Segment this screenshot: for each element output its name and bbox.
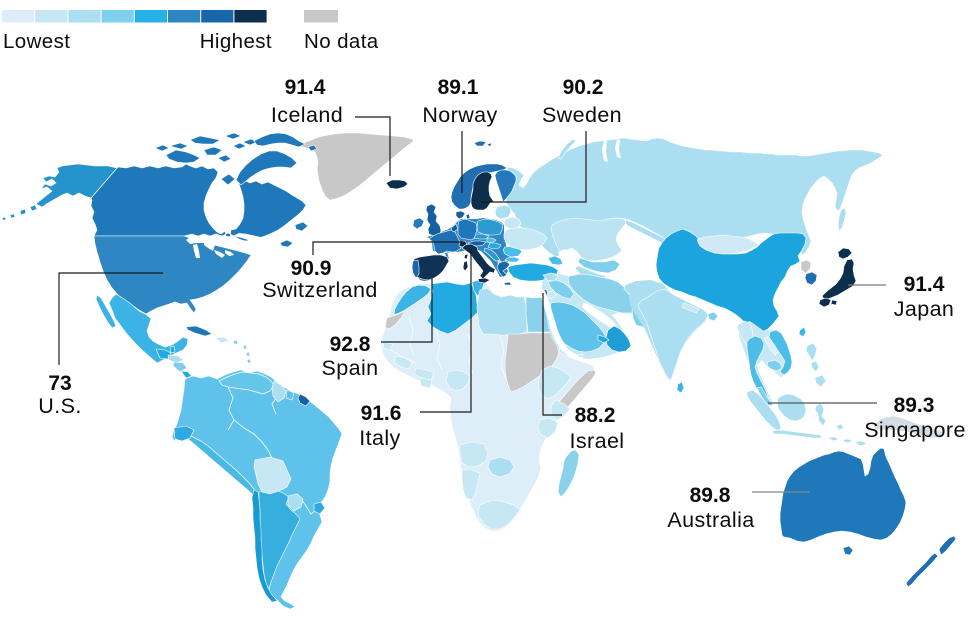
svg-text:89.1: 89.1: [438, 76, 479, 99]
svg-text:Spain: Spain: [322, 356, 379, 380]
svg-text:73: 73: [48, 372, 71, 395]
svg-text:Switzerland: Switzerland: [262, 278, 378, 302]
svg-text:88.2: 88.2: [575, 404, 616, 427]
svg-text:Japan: Japan: [894, 297, 955, 321]
svg-text:91.4: 91.4: [285, 76, 326, 99]
svg-text:89.3: 89.3: [894, 394, 935, 417]
svg-text:90.2: 90.2: [563, 76, 604, 99]
svg-text:89.8: 89.8: [690, 484, 731, 507]
svg-text:Norway: Norway: [422, 103, 497, 127]
svg-text:Israel: Israel: [570, 429, 625, 453]
svg-text:U.S.: U.S.: [38, 394, 81, 418]
svg-text:91.4: 91.4: [904, 273, 945, 296]
svg-text:90.9: 90.9: [291, 257, 332, 280]
svg-text:No data: No data: [304, 30, 379, 53]
svg-text:Iceland: Iceland: [271, 103, 343, 127]
svg-text:Italy: Italy: [359, 426, 400, 450]
svg-text:Highest: Highest: [200, 30, 272, 53]
svg-text:91.6: 91.6: [361, 402, 402, 425]
svg-text:92.8: 92.8: [330, 333, 371, 356]
svg-text:Lowest: Lowest: [3, 30, 70, 53]
svg-text:Australia: Australia: [667, 508, 754, 532]
svg-text:Singapore: Singapore: [864, 418, 966, 442]
svg-text:Sweden: Sweden: [542, 103, 622, 127]
